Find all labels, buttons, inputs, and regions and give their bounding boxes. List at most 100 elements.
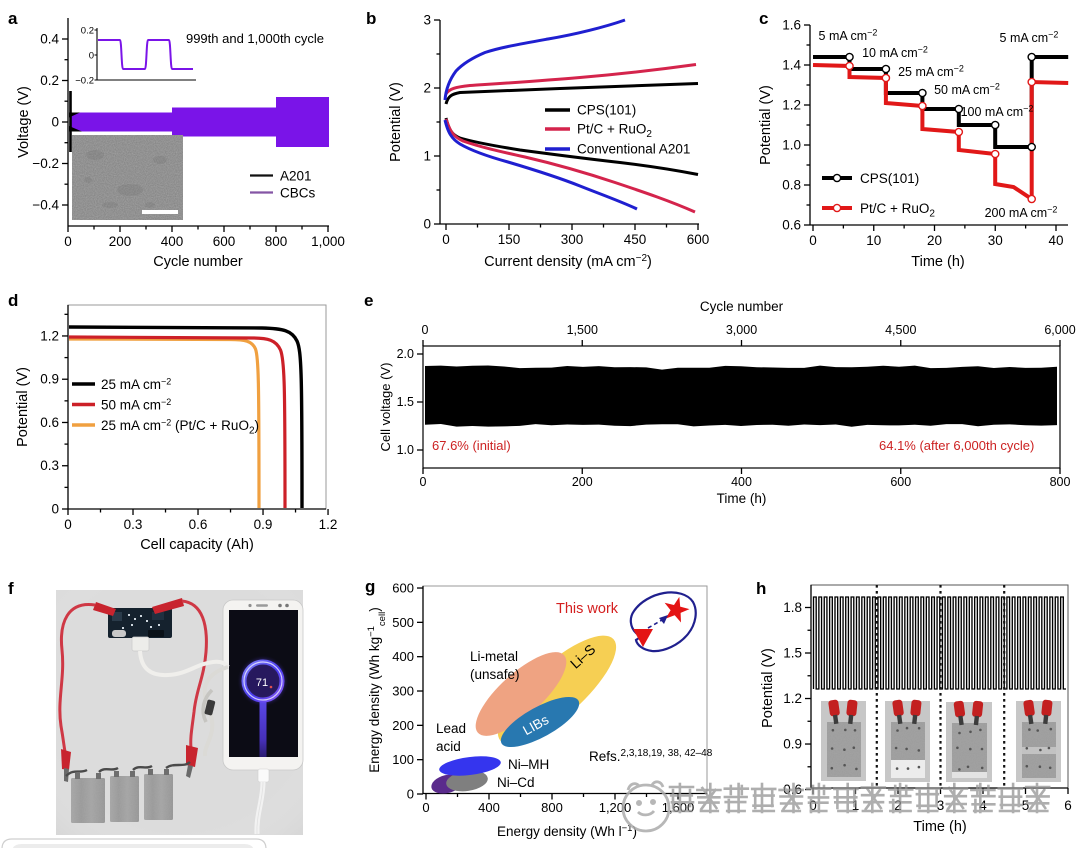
- svg-text:1.4: 1.4: [782, 58, 801, 73]
- svg-text:3: 3: [423, 13, 431, 28]
- svg-text:acid: acid: [436, 739, 461, 754]
- svg-text:Lead: Lead: [436, 721, 466, 736]
- svg-text:2: 2: [423, 81, 431, 96]
- svg-text:200: 200: [572, 475, 593, 489]
- svg-text:Conventional A201: Conventional A201: [577, 142, 690, 157]
- svg-text:f: f: [8, 579, 14, 598]
- svg-text:0.8: 0.8: [782, 178, 801, 193]
- svg-text:Cycle number: Cycle number: [153, 254, 243, 270]
- svg-text:300: 300: [561, 232, 584, 247]
- svg-text:450: 450: [624, 232, 647, 247]
- svg-text:300: 300: [392, 684, 414, 699]
- svg-text:200 mA cm−2: 200 mA cm−2: [985, 205, 1058, 221]
- svg-text:CBCs: CBCs: [280, 186, 316, 201]
- svg-text:0.4: 0.4: [40, 32, 59, 47]
- svg-text:400: 400: [392, 649, 414, 664]
- svg-text:0: 0: [51, 115, 59, 130]
- svg-text:40: 40: [1048, 233, 1063, 248]
- svg-text:Ni–Cd: Ni–Cd: [497, 775, 535, 790]
- svg-text:Current density (mA cm−2): Current density (mA cm−2): [484, 253, 652, 270]
- svg-text:0: 0: [420, 475, 427, 489]
- svg-text:25 mA cm−2: 25 mA cm−2: [101, 377, 171, 393]
- svg-text:30: 30: [988, 233, 1003, 248]
- svg-text:0: 0: [442, 232, 450, 247]
- svg-text:0: 0: [422, 323, 429, 337]
- svg-text:600: 600: [890, 475, 911, 489]
- svg-text:c: c: [759, 9, 768, 28]
- svg-text:2.0: 2.0: [397, 347, 414, 361]
- svg-text:Potential (V): Potential (V): [760, 648, 776, 728]
- svg-text:0.3: 0.3: [124, 517, 143, 532]
- svg-text:Voltage (V): Voltage (V): [16, 86, 32, 158]
- svg-text:4,500: 4,500: [885, 323, 916, 337]
- svg-text:−0.2: −0.2: [32, 156, 59, 171]
- svg-text:400: 400: [731, 475, 752, 489]
- svg-text:1.2: 1.2: [319, 517, 338, 532]
- svg-text:600: 600: [392, 581, 414, 596]
- svg-text:Time (h): Time (h): [911, 254, 964, 270]
- svg-text:Energy density (Wh l−1): Energy density (Wh l−1): [497, 823, 637, 839]
- svg-text:1,500: 1,500: [567, 323, 598, 337]
- svg-text:600: 600: [687, 232, 710, 247]
- svg-text:h: h: [756, 579, 766, 598]
- svg-text:A201: A201: [280, 169, 312, 184]
- svg-text:−0.4: −0.4: [32, 198, 59, 213]
- svg-text:0.6: 0.6: [189, 517, 208, 532]
- svg-text:g: g: [365, 577, 375, 596]
- svg-text:CPS(101): CPS(101): [577, 103, 636, 118]
- svg-text:5 mA cm−2: 5 mA cm−2: [1000, 30, 1059, 46]
- svg-text:This work: This work: [556, 601, 619, 617]
- svg-text:400: 400: [161, 234, 184, 249]
- svg-text:1: 1: [423, 149, 431, 164]
- svg-text:0: 0: [64, 234, 72, 249]
- svg-text:71: 71: [256, 677, 268, 689]
- svg-text:0: 0: [809, 798, 817, 813]
- svg-text:−0.2: −0.2: [75, 76, 94, 87]
- svg-text:b: b: [366, 9, 376, 28]
- svg-text:1.8: 1.8: [783, 600, 802, 615]
- svg-text:5: 5: [1022, 798, 1030, 813]
- svg-text:64.1% (after 6,000th cycle): 64.1% (after 6,000th cycle): [879, 438, 1034, 453]
- svg-text:0.9: 0.9: [254, 517, 273, 532]
- svg-text:Cell capacity (Ah): Cell capacity (Ah): [140, 537, 254, 553]
- svg-text:Time (h): Time (h): [717, 491, 767, 506]
- svg-text:0.3: 0.3: [40, 458, 59, 473]
- svg-text:Cell voltage (V): Cell voltage (V): [378, 363, 393, 452]
- svg-text:0: 0: [423, 217, 431, 232]
- svg-text:200: 200: [392, 718, 414, 733]
- svg-text:5 mA cm−2: 5 mA cm−2: [819, 28, 878, 44]
- svg-text:200: 200: [109, 234, 132, 249]
- svg-text:67.6% (initial): 67.6% (initial): [432, 438, 511, 453]
- svg-text:800: 800: [1050, 475, 1071, 489]
- svg-text:1,000: 1,000: [311, 234, 345, 249]
- svg-text:Cycle number: Cycle number: [700, 299, 784, 314]
- svg-text:1.5: 1.5: [783, 646, 802, 661]
- svg-text:2: 2: [894, 798, 902, 813]
- svg-text:a: a: [8, 9, 18, 28]
- svg-text:10: 10: [866, 233, 881, 248]
- svg-text:0.2: 0.2: [81, 26, 94, 37]
- svg-text:20: 20: [927, 233, 942, 248]
- svg-text:0: 0: [64, 517, 72, 532]
- svg-text:150: 150: [498, 232, 521, 247]
- svg-text:800: 800: [541, 800, 563, 815]
- svg-text:0.9: 0.9: [40, 372, 59, 387]
- svg-text:0: 0: [407, 787, 414, 802]
- svg-text:1.2: 1.2: [40, 328, 59, 343]
- svg-text:1.6: 1.6: [782, 18, 801, 33]
- svg-text:1.5: 1.5: [397, 395, 414, 409]
- svg-text:1.2: 1.2: [782, 98, 801, 113]
- svg-text:3: 3: [937, 798, 945, 813]
- svg-text:Potential (V): Potential (V): [15, 367, 31, 447]
- svg-text:25 mA cm−2: 25 mA cm−2: [898, 64, 964, 80]
- svg-text:6: 6: [1064, 798, 1072, 813]
- svg-text:100 mA cm−2: 100 mA cm−2: [961, 104, 1034, 120]
- svg-text:0: 0: [809, 233, 817, 248]
- svg-text:10 mA cm−2: 10 mA cm−2: [862, 45, 928, 61]
- svg-text:1.0: 1.0: [782, 138, 801, 153]
- svg-text:(unsafe): (unsafe): [470, 667, 520, 682]
- svg-text:500: 500: [392, 615, 414, 630]
- svg-text:Pt/C + RuO2: Pt/C + RuO2: [860, 201, 935, 220]
- svg-text:100: 100: [392, 752, 414, 767]
- svg-text:25 mA cm−2 (Pt/C + RuO2): 25 mA cm−2 (Pt/C + RuO2): [101, 418, 259, 437]
